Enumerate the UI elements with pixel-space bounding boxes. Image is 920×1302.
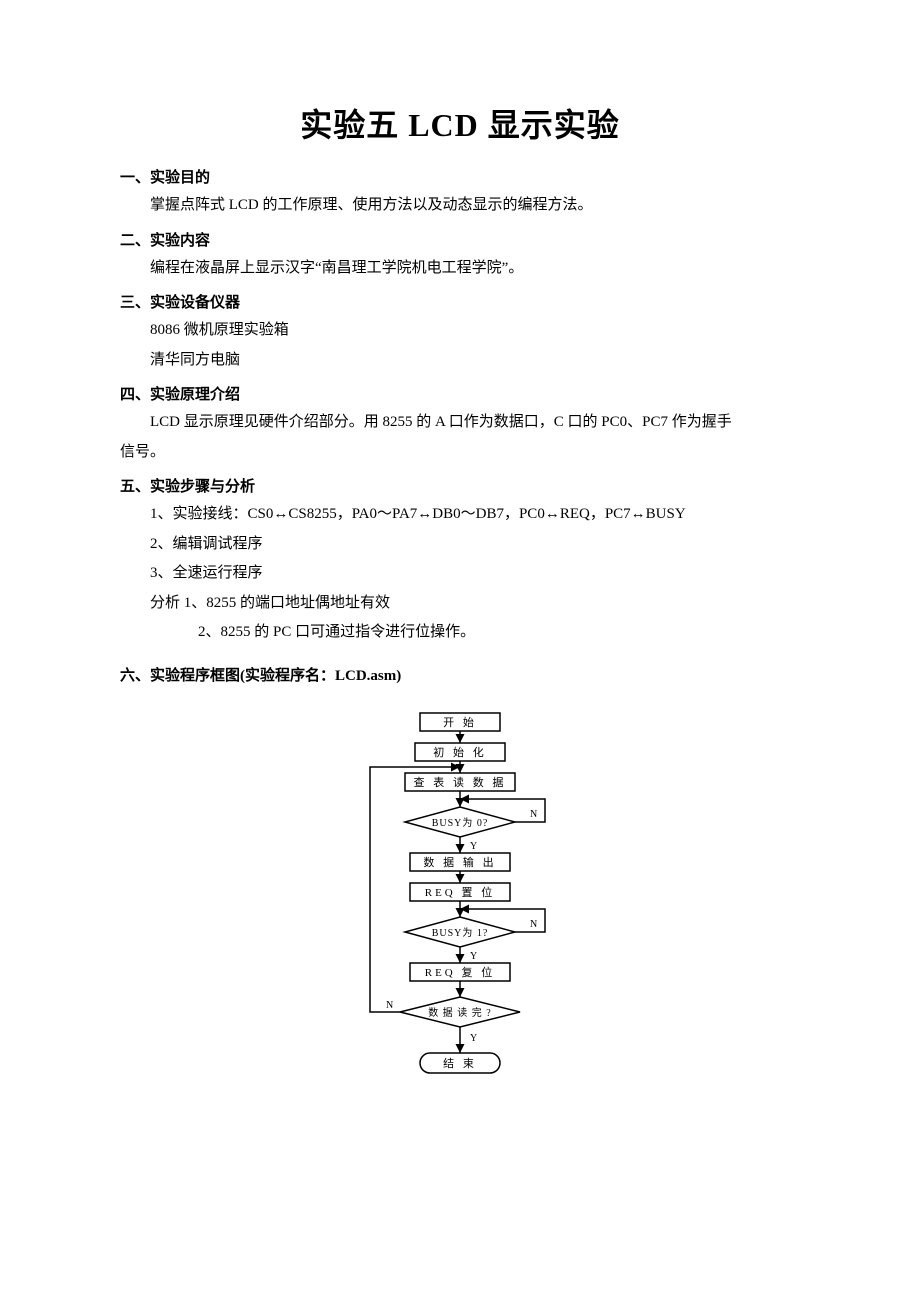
flow-d1-no: N — [530, 809, 538, 820]
section-4-p2: 信号。 — [120, 440, 800, 466]
flow-decision-busy0-label: BUSY为 0? — [432, 817, 489, 829]
flow-d3-yes: Y — [470, 1033, 478, 1044]
flow-d1-yes: Y — [470, 841, 478, 852]
section-4-p1: LCD 显示原理见硬件介绍部分。用 8255 的 A 口作为数据口，C 口的 P… — [150, 410, 800, 436]
flow-d2-yes: Y — [470, 951, 478, 962]
flow-node-req-set-label: REQ 置 位 — [425, 885, 496, 899]
flow-node-init-label: 初 始 化 — [433, 745, 487, 759]
flow-d2-no: N — [530, 919, 538, 930]
flowchart-container: 开 始 初 始 化 查 表 读 数 据 BUSY为 0? Y N 数 据 输 出… — [120, 705, 800, 1105]
section-5-p4: 分析 1、8255 的端口地址偶地址有效 — [150, 591, 800, 617]
section-3-head: 三、实验设备仪器 — [120, 291, 800, 312]
section-5-p2: 2、编辑调试程序 — [150, 532, 800, 558]
section-5-head: 五、实验步骤与分析 — [120, 475, 800, 496]
section-2-head: 二、实验内容 — [120, 229, 800, 250]
section-1-p1: 掌握点阵式 LCD 的工作原理、使用方法以及动态显示的编程方法。 — [150, 193, 800, 219]
section-3-p2: 清华同方电脑 — [150, 348, 800, 374]
section-4-head: 四、实验原理介绍 — [120, 383, 800, 404]
page-title: 实验五 LCD 显示实验 — [120, 100, 800, 146]
flow-decision-done-label: 数 据 读 完 ? — [428, 1006, 491, 1019]
section-5-p3: 3、全速运行程序 — [150, 561, 800, 587]
flowchart-svg: 开 始 初 始 化 查 表 读 数 据 BUSY为 0? Y N 数 据 输 出… — [330, 705, 590, 1105]
flow-d3-no: N — [386, 1000, 394, 1011]
flow-node-end-label: 结 束 — [443, 1057, 477, 1070]
section-5-p5: 2、8255 的 PC 口可通过指令进行位操作。 — [198, 620, 800, 646]
flow-node-req-reset-label: REQ 复 位 — [425, 965, 496, 979]
section-5-p1: 1、实验接线：CS0↔CS8255，PA0～PA7↔DB0～DB7，PC0↔RE… — [150, 502, 800, 528]
flow-node-output-label: 数 据 输 出 — [423, 855, 496, 869]
flow-node-start-label: 开 始 — [443, 715, 477, 729]
flow-node-read-label: 查 表 读 数 据 — [414, 775, 507, 789]
section-1-head: 一、实验目的 — [120, 166, 800, 187]
section-3-p1: 8086 微机原理实验箱 — [150, 318, 800, 344]
section-2-p1: 编程在液晶屏上显示汉字“南昌理工学院机电工程学院”。 — [150, 256, 800, 282]
section-6-head: 六、实验程序框图(实验程序名：LCD.asm) — [120, 664, 800, 685]
flow-decision-busy1-label: BUSY为 1? — [432, 927, 489, 939]
